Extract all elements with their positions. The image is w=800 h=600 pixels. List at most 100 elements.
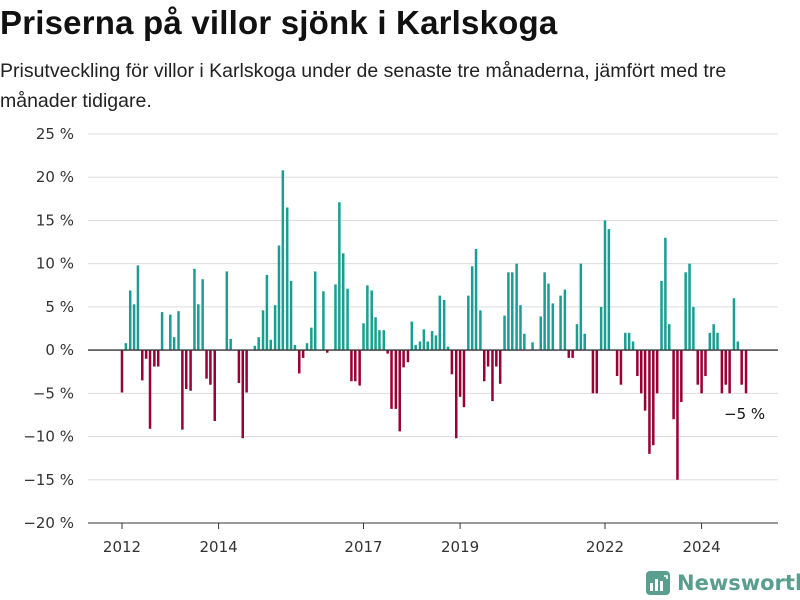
y-tick-label: 20 % <box>36 168 74 186</box>
bar <box>293 344 297 351</box>
brand-name: Newsworthy <box>677 571 800 595</box>
bar <box>241 350 244 439</box>
x-tick-label: 2024 <box>683 538 721 556</box>
bar <box>136 265 140 351</box>
bar <box>479 310 482 351</box>
bar <box>442 299 446 351</box>
y-tick-label: 0 % <box>45 341 74 359</box>
bar <box>213 350 216 421</box>
bar <box>382 330 386 351</box>
y-axis-ticks: −20 % −15 % −10 % −5 % 0 % 5 % 10 % 15 % 20 % 25 … <box>23 125 74 532</box>
bar <box>655 350 659 394</box>
bar <box>672 350 675 420</box>
bar <box>636 350 639 377</box>
x-tick-label: 2017 <box>344 538 382 556</box>
bar <box>313 271 317 351</box>
bar <box>205 350 208 379</box>
bar <box>305 343 309 351</box>
bar <box>639 350 643 394</box>
bar <box>728 350 731 394</box>
x-tick-label: 2022 <box>586 538 624 556</box>
x-tick-label: 2012 <box>103 538 141 556</box>
bar <box>688 263 691 351</box>
bar <box>169 314 172 351</box>
bar <box>172 337 176 351</box>
bar <box>667 324 671 351</box>
y-tick-label: 5 % <box>45 298 74 316</box>
bar <box>631 341 635 351</box>
bar <box>184 350 188 390</box>
bar <box>547 283 550 351</box>
bar <box>132 304 136 351</box>
bar <box>591 350 595 394</box>
bar <box>551 303 555 351</box>
bar <box>491 350 494 402</box>
bar <box>434 335 438 351</box>
bar <box>470 266 474 351</box>
bar <box>410 321 414 351</box>
bar <box>124 343 128 351</box>
bar <box>680 350 683 402</box>
bar <box>281 170 285 351</box>
bar <box>700 350 703 394</box>
bar <box>648 350 651 454</box>
y-tick-label: −15 % <box>23 471 74 489</box>
bar <box>193 268 196 351</box>
bar <box>209 350 212 385</box>
bar <box>467 295 470 351</box>
newsworthy-logo[interactable]: Newsworthy <box>645 568 800 598</box>
bar <box>285 207 289 351</box>
bar <box>579 263 583 351</box>
bar <box>458 350 462 397</box>
bar <box>503 315 506 351</box>
bar <box>474 248 478 351</box>
bar <box>386 350 389 354</box>
bar <box>708 332 712 351</box>
bar <box>736 341 740 351</box>
bar <box>454 350 458 439</box>
bar <box>567 350 571 358</box>
y-tick-label: −20 % <box>23 514 74 532</box>
bar <box>539 316 543 351</box>
bar <box>398 350 401 432</box>
bar <box>160 312 164 351</box>
bar <box>495 350 498 367</box>
bar <box>704 350 707 377</box>
bars <box>120 170 748 480</box>
bar <box>350 350 353 382</box>
bar <box>128 290 132 351</box>
bar <box>277 245 281 351</box>
bar <box>716 332 719 351</box>
x-tick-label: 2014 <box>200 538 238 556</box>
bar <box>378 330 381 351</box>
bar <box>414 344 417 351</box>
bar <box>744 350 748 394</box>
bar <box>720 350 724 394</box>
bar <box>394 350 398 409</box>
bar <box>575 324 579 351</box>
bar <box>148 350 152 429</box>
bar <box>265 274 269 351</box>
bar <box>676 350 679 480</box>
bar <box>450 350 454 375</box>
bar <box>341 253 345 351</box>
bar <box>595 350 599 394</box>
bar <box>462 350 466 408</box>
bar <box>362 323 365 351</box>
bar <box>563 289 567 351</box>
bar <box>603 220 607 351</box>
bar <box>197 304 200 351</box>
bar <box>426 341 429 351</box>
bar <box>370 290 373 351</box>
latest-value-annotation: −5 % <box>724 405 765 423</box>
bar <box>201 279 204 351</box>
bar <box>346 288 349 351</box>
bar <box>269 339 273 351</box>
bar <box>483 350 486 382</box>
bar <box>507 272 510 351</box>
bar <box>141 350 144 381</box>
x-tick-label: 2019 <box>441 538 479 556</box>
bar <box>599 306 603 351</box>
bar <box>153 350 156 367</box>
